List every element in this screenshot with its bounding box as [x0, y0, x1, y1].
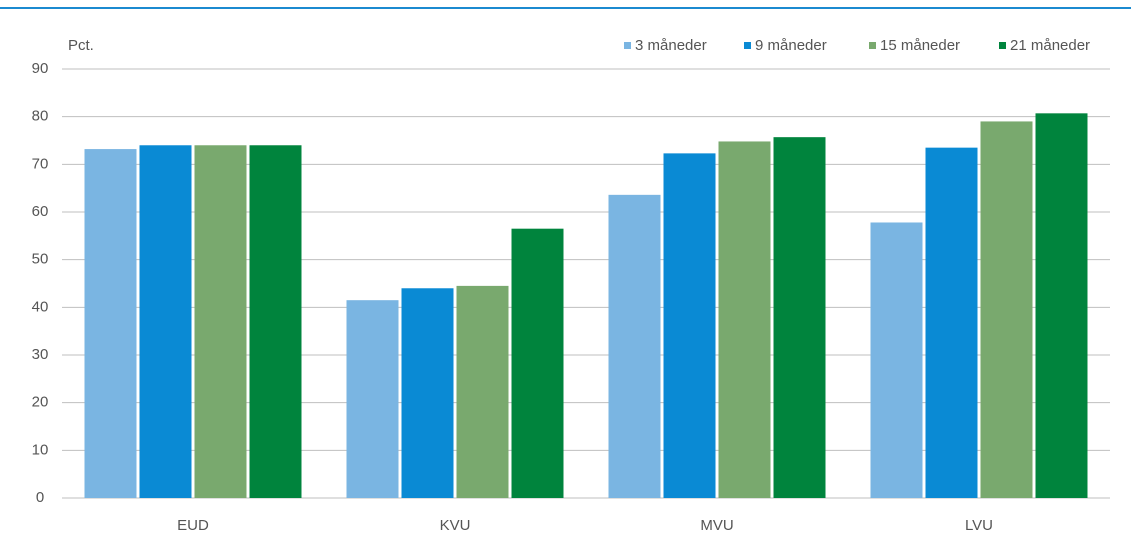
y-tick-label: 10	[32, 441, 49, 458]
bar	[511, 228, 564, 498]
y-axis-label: Pct.	[68, 37, 94, 54]
y-tick-label: 80	[32, 108, 49, 125]
bar	[194, 145, 247, 498]
y-tick-label: 0	[36, 489, 44, 506]
legend-label: 3 måneder	[635, 37, 707, 54]
x-tick-label: LVU	[965, 517, 993, 534]
bar	[718, 141, 771, 498]
bar	[663, 153, 716, 498]
legend-swatch	[744, 42, 751, 49]
bar	[1035, 113, 1088, 498]
bar	[139, 145, 192, 498]
legend-swatch	[869, 42, 876, 49]
bar	[870, 222, 923, 498]
legend-label: 21 måneder	[1010, 37, 1090, 54]
y-tick-label: 90	[32, 60, 49, 77]
bar	[925, 147, 978, 498]
y-tick-label: 70	[32, 155, 49, 172]
bar	[249, 145, 302, 498]
y-tick-label: 20	[32, 394, 49, 411]
legend-label: 15 måneder	[880, 37, 960, 54]
y-tick-label: 50	[32, 251, 49, 268]
x-tick-label: EUD	[177, 517, 209, 534]
bar	[773, 137, 826, 498]
bar	[980, 121, 1033, 498]
x-tick-label: KVU	[440, 517, 471, 534]
legend-swatch	[999, 42, 1006, 49]
legend-label: 9 måneder	[755, 37, 827, 54]
bar	[401, 288, 454, 498]
y-tick-label: 40	[32, 298, 49, 315]
bar	[456, 285, 509, 498]
legend-swatch	[624, 42, 631, 49]
y-tick-label: 60	[32, 203, 49, 220]
bar	[84, 149, 137, 498]
bar	[608, 194, 661, 498]
y-tick-label: 30	[32, 346, 49, 363]
bar	[346, 300, 399, 498]
x-tick-label: MVU	[700, 517, 733, 534]
